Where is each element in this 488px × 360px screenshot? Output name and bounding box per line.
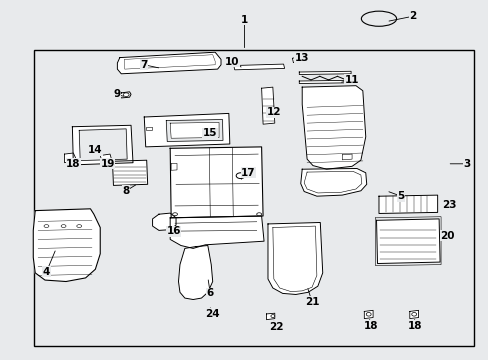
Text: 22: 22 [268, 322, 283, 332]
Polygon shape [100, 154, 111, 161]
Text: 13: 13 [294, 53, 309, 63]
Ellipse shape [44, 225, 49, 228]
Text: 16: 16 [166, 226, 181, 236]
Text: 15: 15 [203, 128, 217, 138]
Polygon shape [299, 71, 350, 75]
Polygon shape [409, 310, 418, 319]
Polygon shape [146, 127, 152, 131]
Polygon shape [233, 64, 284, 70]
Ellipse shape [123, 93, 129, 96]
Polygon shape [72, 125, 133, 165]
Polygon shape [64, 153, 76, 163]
Text: 18: 18 [66, 159, 81, 169]
Ellipse shape [361, 11, 396, 26]
Text: 23: 23 [441, 200, 455, 210]
Polygon shape [170, 122, 219, 138]
Polygon shape [267, 222, 322, 294]
Polygon shape [178, 246, 212, 300]
Text: 24: 24 [205, 309, 220, 319]
Ellipse shape [256, 213, 261, 216]
Polygon shape [302, 86, 365, 169]
Text: 7: 7 [140, 60, 148, 70]
Polygon shape [120, 92, 131, 98]
Polygon shape [117, 52, 221, 74]
Text: 20: 20 [439, 231, 454, 241]
Polygon shape [144, 113, 229, 147]
Text: 3: 3 [463, 159, 469, 169]
Polygon shape [292, 57, 299, 63]
Ellipse shape [366, 312, 370, 316]
Bar [34, 50, 473, 346]
Ellipse shape [236, 173, 244, 179]
Ellipse shape [77, 225, 81, 228]
Polygon shape [170, 147, 263, 218]
Text: 11: 11 [344, 75, 359, 85]
Text: 4: 4 [42, 267, 50, 277]
Text: 6: 6 [206, 288, 213, 298]
Text: 18: 18 [363, 321, 377, 331]
Text: 19: 19 [100, 159, 115, 169]
Polygon shape [378, 195, 437, 213]
Ellipse shape [270, 315, 274, 318]
Ellipse shape [61, 225, 66, 228]
Text: 21: 21 [304, 297, 319, 307]
Ellipse shape [411, 312, 416, 316]
Polygon shape [171, 163, 177, 170]
Text: 17: 17 [241, 168, 255, 178]
Text: 14: 14 [88, 145, 102, 156]
Ellipse shape [172, 213, 177, 216]
Polygon shape [376, 219, 439, 264]
Text: 1: 1 [241, 15, 247, 25]
Polygon shape [299, 80, 350, 84]
Text: 8: 8 [122, 186, 129, 196]
Polygon shape [92, 147, 102, 154]
Polygon shape [112, 160, 147, 185]
Polygon shape [261, 87, 274, 124]
Text: 18: 18 [407, 321, 421, 331]
Polygon shape [79, 129, 127, 161]
Text: 5: 5 [397, 191, 404, 201]
Polygon shape [170, 216, 264, 248]
Polygon shape [166, 120, 223, 141]
Text: 2: 2 [409, 11, 416, 21]
Polygon shape [364, 310, 372, 319]
Polygon shape [152, 213, 176, 230]
Text: 12: 12 [266, 107, 281, 117]
Polygon shape [266, 313, 274, 320]
Text: 9: 9 [114, 89, 121, 99]
Polygon shape [300, 168, 366, 196]
Text: 10: 10 [224, 57, 239, 67]
Polygon shape [33, 209, 100, 282]
